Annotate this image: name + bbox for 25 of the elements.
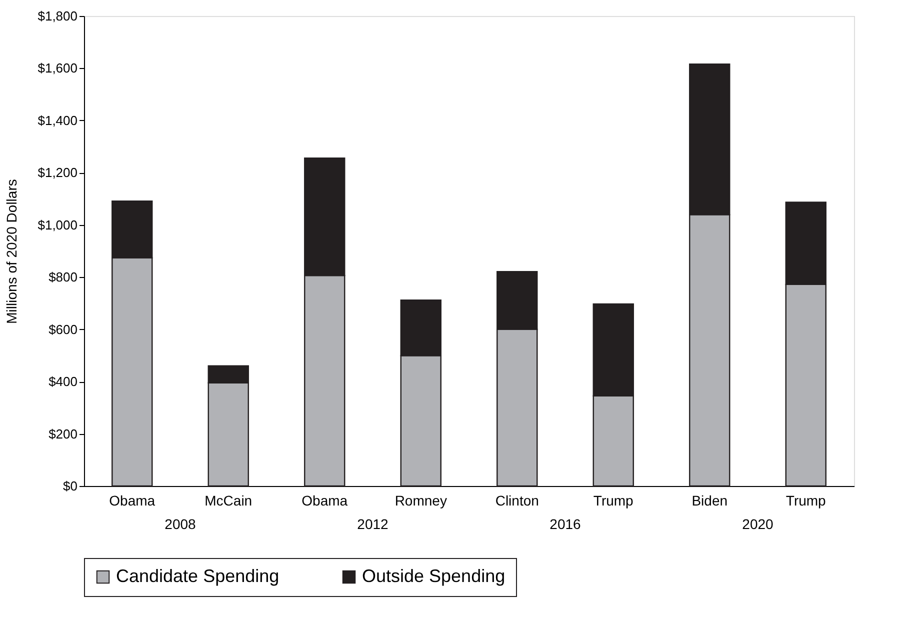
legend-label: Candidate Spending xyxy=(116,566,280,586)
y-tick-label: $1,600 xyxy=(38,60,78,76)
x-tick-label: Trump xyxy=(786,492,826,508)
y-tick-label: $800 xyxy=(48,270,78,285)
y-tick-label: $400 xyxy=(48,374,78,390)
x-tick-label: Biden xyxy=(692,492,728,508)
text: 2020 xyxy=(742,516,774,532)
y-tick-label: $1,200 xyxy=(38,165,78,180)
y-tick-label: $200 xyxy=(48,426,78,442)
y-tick-label: $1,000 xyxy=(38,217,78,232)
y-tick-label: $1,400 xyxy=(38,112,78,128)
x-tick-label: Trump xyxy=(593,492,634,508)
y-tick-label: $600 xyxy=(48,322,78,337)
y-axis-title: Millions of 2020 Dollars xyxy=(4,179,20,324)
x-tick-label: McCain xyxy=(204,492,252,508)
x-tick-label: Obama xyxy=(302,492,348,508)
x-tick-label: Romney xyxy=(394,492,447,508)
text: 2012 xyxy=(357,516,389,532)
y-tick-label: $0 xyxy=(63,478,78,494)
text: 2008 xyxy=(164,516,196,532)
x-tick-label: Obama xyxy=(109,492,156,508)
legend-label: Outside Spending xyxy=(362,566,506,586)
y-tick-label: $1,800 xyxy=(38,8,78,24)
x-tick-label: Clinton xyxy=(495,492,539,508)
text: 2016 xyxy=(550,516,582,532)
